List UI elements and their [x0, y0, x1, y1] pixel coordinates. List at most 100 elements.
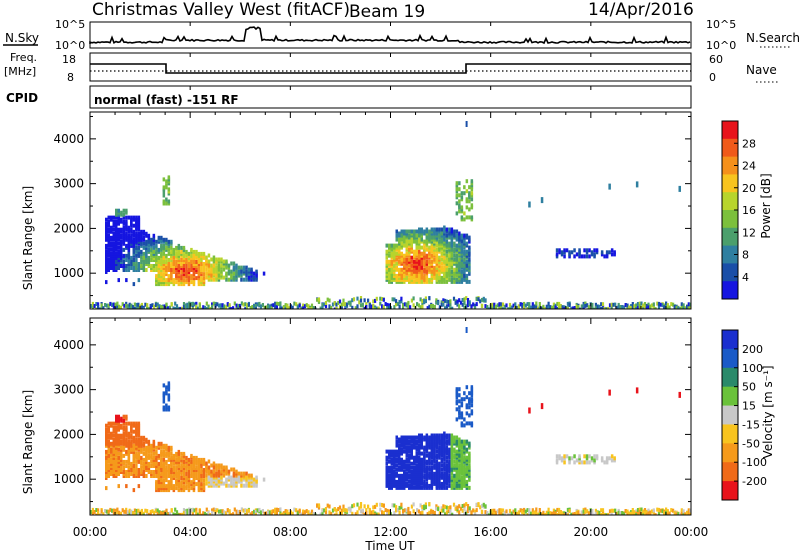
data-cell — [426, 512, 429, 515]
data-cell — [649, 304, 652, 309]
data-cell — [95, 302, 98, 306]
data-cell — [174, 507, 177, 512]
data-cell — [395, 299, 398, 304]
data-cell — [645, 509, 648, 514]
data-cell — [413, 229, 416, 234]
data-cell — [435, 247, 439, 252]
data-cell — [551, 305, 554, 309]
data-cell — [415, 273, 418, 278]
data-cell — [126, 510, 129, 515]
data-cell — [145, 239, 148, 244]
data-cell — [640, 511, 643, 515]
data-cell — [175, 305, 179, 309]
data-cell — [200, 513, 203, 515]
data-cell — [279, 513, 282, 515]
data-cell — [565, 454, 569, 459]
data-cell — [193, 302, 196, 307]
data-cell — [588, 254, 591, 259]
data-cell — [428, 296, 431, 301]
data-cell — [205, 469, 208, 474]
data-cell — [545, 510, 548, 515]
data-cell — [221, 306, 224, 309]
data-cell — [132, 237, 136, 242]
data-cell — [438, 227, 441, 232]
data-cell — [430, 233, 434, 238]
data-cell — [565, 248, 569, 253]
data-cell — [635, 513, 638, 515]
data-cell — [142, 229, 146, 234]
data-cell — [162, 243, 166, 248]
data-cell — [284, 303, 287, 308]
data-cell — [388, 305, 391, 309]
data-cell — [160, 457, 163, 462]
data-cell — [395, 247, 398, 252]
data-cell — [323, 302, 326, 307]
data-cell — [448, 259, 451, 264]
data-cell — [212, 461, 216, 466]
data-cell — [125, 421, 128, 426]
data-cell — [410, 469, 413, 474]
data-cell — [453, 233, 456, 238]
data-cell — [177, 264, 181, 268]
data-cell — [533, 304, 536, 309]
data-cell — [468, 506, 471, 511]
data-cell — [440, 508, 443, 513]
data-cell — [125, 470, 128, 474]
colorbar-swatch — [722, 330, 738, 350]
data-cell — [222, 275, 226, 280]
data-cell — [128, 302, 131, 307]
data-cell — [393, 479, 396, 484]
data-cell — [613, 458, 616, 463]
data-cell — [448, 433, 451, 438]
data-cell — [505, 303, 508, 308]
beam-label: Beam 19 — [349, 2, 425, 22]
data-cell — [235, 263, 238, 268]
data-cell — [165, 197, 168, 202]
data-cell — [120, 449, 123, 454]
data-cell — [110, 441, 113, 446]
data-cell — [135, 468, 138, 472]
data-cell — [430, 247, 434, 252]
data-cell — [177, 513, 180, 515]
data-cell — [222, 481, 226, 486]
data-cell — [125, 278, 128, 283]
data-cell — [395, 479, 398, 484]
data-cell — [263, 511, 266, 515]
data-cell — [196, 512, 200, 515]
data-cell — [187, 457, 191, 462]
data-cell — [385, 479, 388, 484]
data-cell — [445, 304, 448, 309]
data-cell — [445, 459, 449, 464]
data-cell — [420, 253, 423, 258]
data-cell — [657, 301, 661, 306]
data-cell — [610, 508, 613, 513]
data-cell — [125, 484, 128, 489]
data-cell — [279, 510, 282, 515]
colorbar-swatch — [722, 405, 738, 425]
data-cell — [107, 421, 110, 426]
data-cell — [388, 273, 391, 278]
data-cell — [410, 247, 413, 252]
data-cell — [195, 466, 198, 470]
data-cell — [351, 298, 354, 303]
data-cell — [218, 303, 221, 308]
data-cell — [342, 302, 345, 307]
data-cell — [537, 512, 540, 515]
data-cell — [128, 305, 131, 309]
data-cell — [413, 435, 416, 440]
data-cell — [412, 509, 415, 514]
data-cell — [211, 508, 214, 513]
data-cell — [386, 512, 389, 515]
data-cell — [226, 302, 229, 307]
data-cell — [521, 304, 524, 309]
data-cell — [647, 302, 650, 307]
data-cell — [182, 474, 186, 478]
data-cell — [247, 483, 251, 488]
data-cell — [195, 301, 198, 306]
data-cell — [262, 477, 266, 482]
data-cell — [645, 303, 648, 308]
data-cell — [147, 461, 151, 466]
data-cell — [473, 513, 477, 515]
data-cell — [155, 239, 158, 244]
data-cell — [408, 439, 411, 444]
